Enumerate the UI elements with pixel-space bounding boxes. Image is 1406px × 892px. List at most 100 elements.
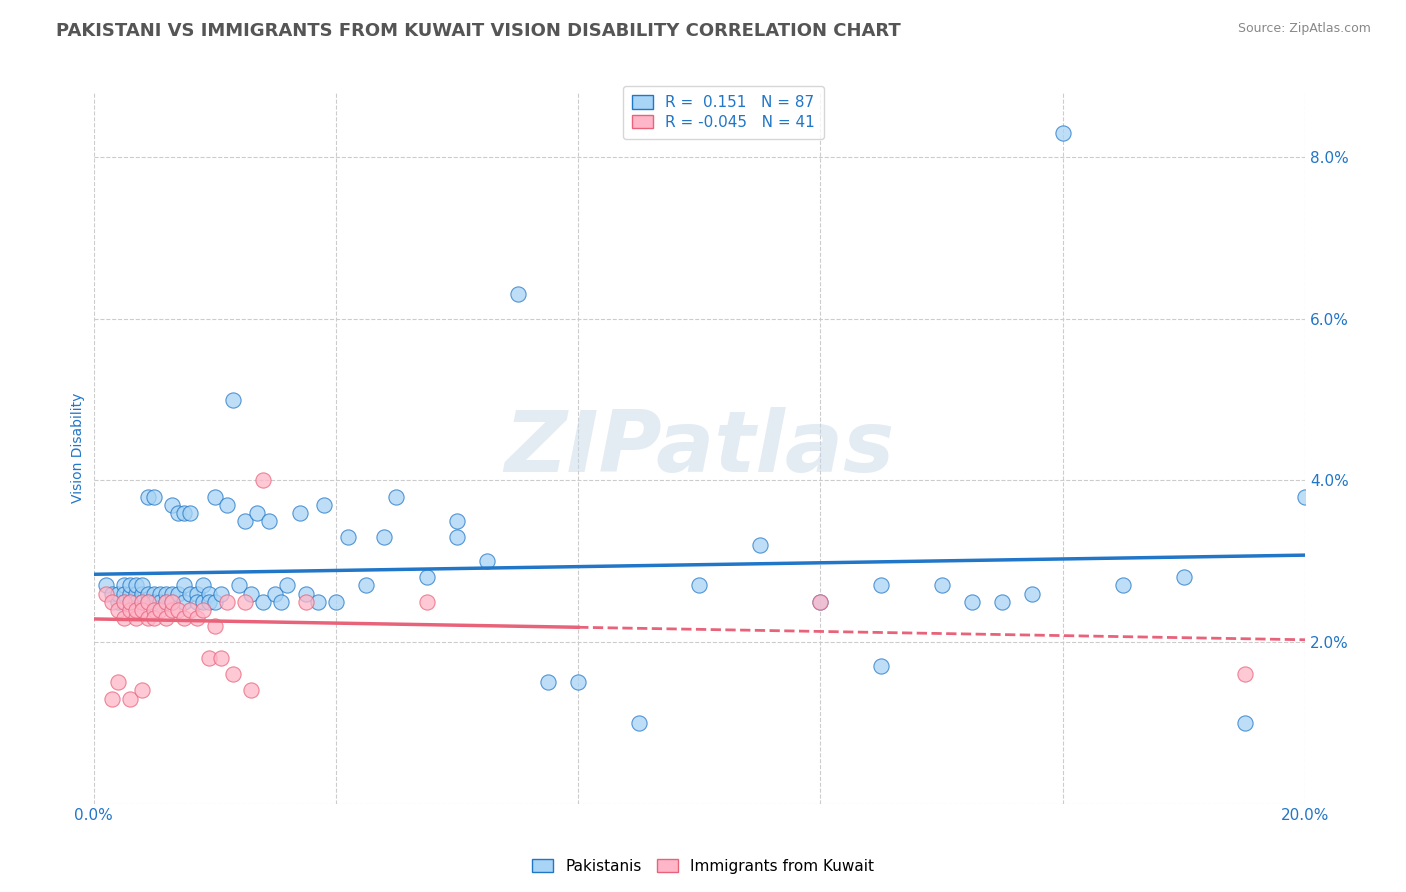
Point bbox=[191, 594, 214, 608]
Point bbox=[209, 651, 232, 665]
Point bbox=[186, 586, 208, 600]
Point bbox=[240, 683, 263, 698]
Point bbox=[107, 586, 129, 600]
Point bbox=[416, 570, 439, 584]
Point bbox=[1021, 586, 1043, 600]
Point bbox=[173, 594, 195, 608]
Point bbox=[162, 594, 184, 608]
Point bbox=[125, 602, 148, 616]
Point bbox=[143, 594, 166, 608]
Point bbox=[112, 586, 135, 600]
Point bbox=[155, 594, 177, 608]
Point bbox=[125, 594, 148, 608]
Point bbox=[197, 586, 219, 600]
Point bbox=[162, 498, 184, 512]
Point bbox=[931, 578, 953, 592]
Point bbox=[688, 578, 710, 592]
Point bbox=[149, 602, 172, 616]
Point bbox=[446, 530, 468, 544]
Point bbox=[118, 578, 141, 592]
Point bbox=[136, 594, 159, 608]
Point bbox=[197, 594, 219, 608]
Point bbox=[197, 651, 219, 665]
Point bbox=[748, 538, 770, 552]
Point bbox=[149, 594, 172, 608]
Point bbox=[149, 586, 172, 600]
Point bbox=[131, 586, 153, 600]
Point bbox=[131, 602, 153, 616]
Point bbox=[1294, 490, 1316, 504]
Point bbox=[446, 514, 468, 528]
Point bbox=[118, 586, 141, 600]
Point bbox=[1233, 667, 1256, 681]
Point bbox=[264, 586, 287, 600]
Point bbox=[179, 506, 201, 520]
Point bbox=[118, 594, 141, 608]
Point bbox=[100, 594, 122, 608]
Point bbox=[131, 578, 153, 592]
Point bbox=[204, 619, 226, 633]
Point bbox=[173, 578, 195, 592]
Point bbox=[143, 602, 166, 616]
Point bbox=[100, 586, 122, 600]
Point bbox=[228, 578, 250, 592]
Point bbox=[94, 578, 117, 592]
Point bbox=[246, 506, 269, 520]
Point bbox=[337, 530, 360, 544]
Point bbox=[143, 611, 166, 625]
Point bbox=[118, 602, 141, 616]
Point bbox=[167, 586, 190, 600]
Point bbox=[288, 506, 311, 520]
Point bbox=[155, 594, 177, 608]
Point bbox=[186, 594, 208, 608]
Point bbox=[131, 683, 153, 698]
Point bbox=[167, 602, 190, 616]
Point bbox=[294, 586, 316, 600]
Point bbox=[125, 586, 148, 600]
Point bbox=[276, 578, 298, 592]
Point bbox=[537, 675, 560, 690]
Point bbox=[222, 667, 245, 681]
Point bbox=[222, 392, 245, 407]
Point bbox=[155, 586, 177, 600]
Point bbox=[1052, 126, 1074, 140]
Point bbox=[167, 506, 190, 520]
Point bbox=[477, 554, 499, 568]
Point bbox=[373, 530, 395, 544]
Point bbox=[627, 715, 650, 730]
Point bbox=[143, 490, 166, 504]
Y-axis label: Vision Disability: Vision Disability bbox=[72, 392, 86, 503]
Point bbox=[252, 594, 274, 608]
Point bbox=[506, 287, 529, 301]
Point bbox=[567, 675, 589, 690]
Point bbox=[810, 594, 832, 608]
Point bbox=[179, 602, 201, 616]
Point bbox=[112, 611, 135, 625]
Point bbox=[107, 675, 129, 690]
Point bbox=[162, 594, 184, 608]
Point bbox=[270, 594, 292, 608]
Point bbox=[173, 611, 195, 625]
Legend: R =  0.151   N = 87, R = -0.045   N = 41: R = 0.151 N = 87, R = -0.045 N = 41 bbox=[623, 86, 824, 139]
Point bbox=[143, 586, 166, 600]
Point bbox=[204, 594, 226, 608]
Point bbox=[810, 594, 832, 608]
Point bbox=[870, 578, 893, 592]
Point bbox=[107, 594, 129, 608]
Point bbox=[354, 578, 377, 592]
Point bbox=[162, 602, 184, 616]
Point bbox=[131, 594, 153, 608]
Point bbox=[991, 594, 1014, 608]
Text: ZIPatlas: ZIPatlas bbox=[505, 407, 894, 490]
Point bbox=[307, 594, 329, 608]
Point bbox=[94, 586, 117, 600]
Point bbox=[233, 594, 256, 608]
Point bbox=[179, 586, 201, 600]
Point bbox=[240, 586, 263, 600]
Point bbox=[118, 691, 141, 706]
Point bbox=[204, 490, 226, 504]
Point bbox=[209, 586, 232, 600]
Point bbox=[385, 490, 408, 504]
Point bbox=[1233, 715, 1256, 730]
Point bbox=[131, 594, 153, 608]
